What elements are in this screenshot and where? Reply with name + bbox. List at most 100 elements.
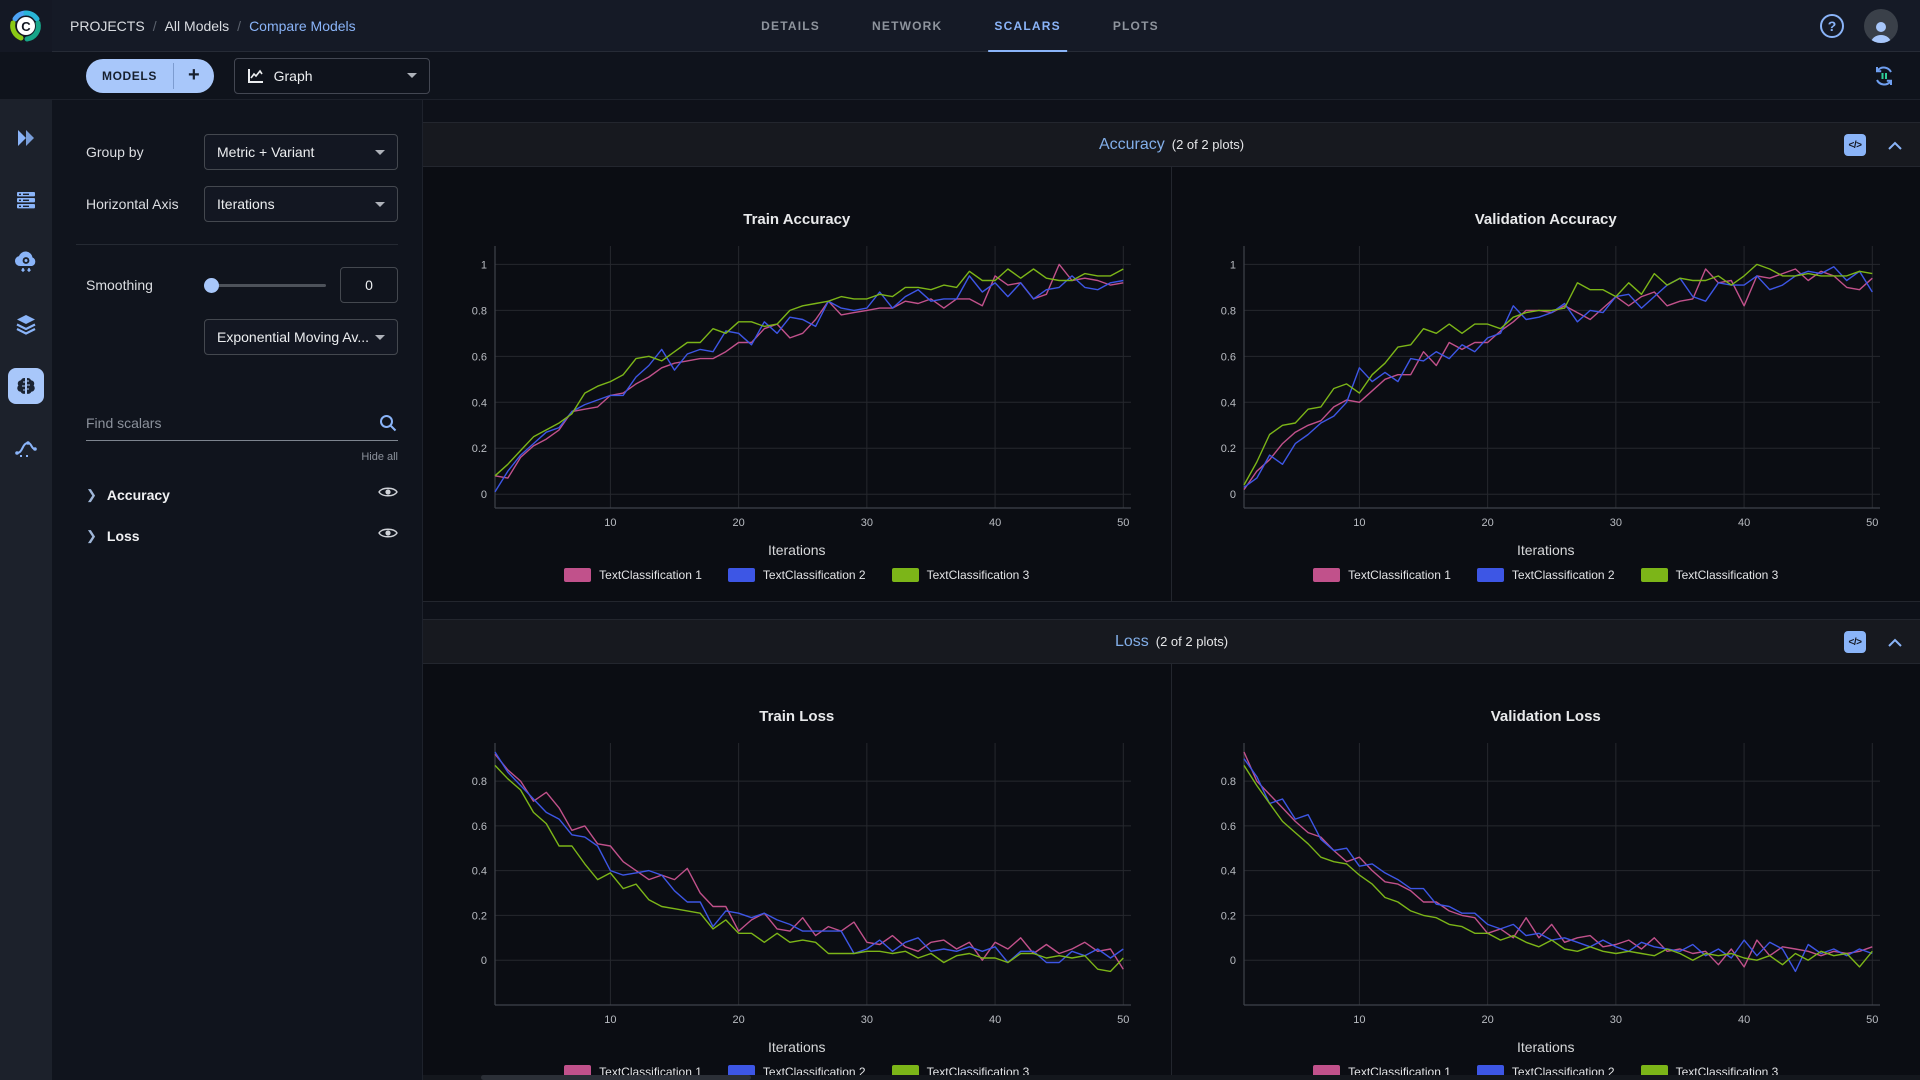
scalars-settings-panel: Group by Metric + Variant Horizontal Axi… [52,100,423,1080]
series-line[interactable] [1243,266,1873,488]
series-line[interactable] [494,753,1124,970]
workers-icon[interactable] [8,244,44,280]
scrollbar-thumb[interactable] [481,1075,751,1080]
scalars-main: Accuracy (2 of 2 plots) </> Train Accura… [423,100,1920,1080]
find-scalars-input[interactable] [86,415,378,431]
clearml-logo-icon: C [10,9,41,41]
x-tick-label: 40 [1738,517,1750,529]
add-model-button[interactable]: + [187,64,200,86]
line-chart-plot[interactable]: 0 0.2 0.4 0.6 0.8 10 20 30 40 50 [447,731,1147,1037]
legend-label: TextClassification 3 [926,568,1030,582]
breadcrumb-parent[interactable]: All Models [164,17,230,34]
metric-group-accuracy[interactable]: ❯ Accuracy [86,485,398,504]
y-tick-label: 0.8 [471,776,486,788]
tab-details[interactable]: DETAILS [761,19,821,33]
series-line[interactable] [1243,751,1873,968]
search-icon[interactable] [378,413,398,433]
datasets-icon[interactable] [8,306,44,342]
find-scalars-field [86,413,398,441]
models-icon[interactable] [8,368,44,404]
legend-item[interactable]: TextClassification 1 [564,568,702,582]
collapse-section-icon[interactable] [1888,141,1902,150]
y-tick-label: 0 [1230,489,1236,501]
visibility-toggle-loss[interactable] [378,526,398,545]
x-tick-label: 50 [1866,517,1878,529]
tab-scalars[interactable]: SCALARS [988,0,1068,52]
series-line[interactable] [1243,268,1873,490]
legend-swatch [564,568,592,582]
chart-title: Train Accuracy [743,211,851,228]
x-tick-label: 30 [1609,1014,1621,1026]
embed-code-icon[interactable]: </> [1844,134,1866,156]
help-icon[interactable]: ? [1820,13,1844,38]
chevron-down-icon [406,73,417,78]
chevron-down-icon [375,201,385,207]
tab-plots[interactable]: PLOTS [1112,19,1159,33]
chart-card-train-loss: Train Loss 0 0.2 0.4 0.6 0.8 10 20 30 40 50 Iterati… [423,664,1172,1080]
legend-item[interactable]: TextClassification 2 [727,568,866,582]
metric-group-label: Accuracy [106,486,170,503]
x-tick-label: 50 [1117,1014,1129,1026]
series-line[interactable] [1243,765,1873,968]
metric-group-loss[interactable]: ❯ Loss [86,526,398,545]
series-line[interactable] [494,263,1124,479]
queues-icon[interactable] [8,182,44,218]
series-line[interactable] [494,764,1124,973]
legend-item[interactable]: TextClassification 3 [1640,568,1778,582]
y-tick-label: 0.4 [471,866,486,878]
y-tick-label: 0 [481,955,487,967]
y-tick-label: 0.8 [471,305,486,317]
line-chart-plot[interactable]: 0 0.2 0.4 0.6 0.8 1 10 20 30 40 50 [447,234,1147,540]
collapse-section-icon[interactable] [1888,638,1902,647]
x-tick-label: 50 [1866,1014,1878,1026]
horizontal-axis-dropdown[interactable]: Iterations [204,186,398,222]
group-by-dropdown[interactable]: Metric + Variant [204,134,398,170]
legend-item[interactable]: TextClassification 2 [1476,568,1615,582]
legend-swatch [1640,568,1668,582]
legend-item[interactable]: TextClassification 1 [1313,568,1451,582]
y-tick-label: 0.2 [471,910,486,922]
smoothing-type-dropdown[interactable]: Exponential Moving Av... [204,319,398,355]
user-icon [1871,21,1891,43]
chevron-right-icon[interactable]: ❯ [86,486,97,502]
tab-network[interactable]: NETWORK [872,19,943,33]
models-selector: MODELS + [86,58,214,93]
x-tick-label: 20 [1481,1014,1493,1026]
pipelines-icon[interactable] [8,430,44,466]
series-line[interactable] [1243,263,1873,486]
series-line[interactable] [1243,758,1873,973]
graph-type-dropdown[interactable]: Graph [233,57,430,94]
auto-refresh-button[interactable] [1872,64,1896,93]
dashboard-icon[interactable] [8,120,44,156]
chart-icon [247,68,263,83]
series-line[interactable] [494,268,1124,477]
embed-code-icon[interactable]: </> [1844,631,1866,653]
series-line[interactable] [494,275,1124,493]
chevron-down-icon [375,149,385,155]
clearml-logo[interactable]: C [0,0,52,52]
y-tick-label: 0.6 [471,821,486,833]
chart-title: Validation Accuracy [1474,211,1617,228]
horizontal-scrollbar[interactable] [423,1075,1920,1080]
legend-label: TextClassification 2 [1511,568,1615,582]
chart-card-validation-loss: Validation Loss 0 0.2 0.4 0.6 0.8 10 20 30 40 50 It… [1172,664,1920,1080]
models-button[interactable]: MODELS [102,68,157,83]
x-tick-label: 10 [604,1014,616,1026]
series-line[interactable] [494,751,1124,964]
legend-item[interactable]: TextClassification 3 [891,568,1030,582]
visibility-toggle-accuracy[interactable] [378,485,398,504]
breadcrumb-current: Compare Models [249,17,356,34]
slider-knob[interactable] [204,278,219,293]
avatar[interactable] [1864,8,1898,43]
chevron-right-icon[interactable]: ❯ [86,527,97,543]
app-sidebar [0,100,52,1080]
hide-all-button[interactable]: Hide all [361,451,398,463]
smoothing-value-input[interactable]: 0 [340,267,398,303]
line-chart-plot[interactable]: 0 0.2 0.4 0.6 0.8 1 10 20 30 40 50 [1196,234,1896,540]
smoothing-slider[interactable] [204,277,326,293]
line-chart-plot[interactable]: 0 0.2 0.4 0.6 0.8 10 20 30 40 50 [1196,731,1896,1037]
y-tick-label: 1 [1230,259,1236,271]
breadcrumb-root[interactable]: PROJECTS [70,17,145,34]
y-tick-label: 0.4 [1220,397,1235,409]
